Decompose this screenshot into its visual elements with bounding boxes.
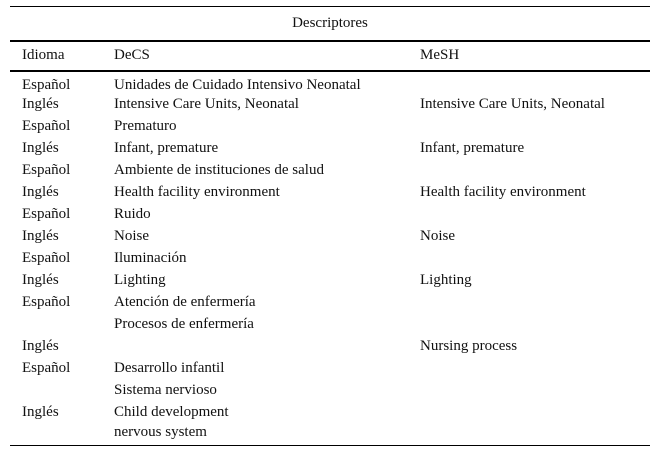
table-row: Inglés Child development: [10, 402, 650, 424]
table-row: Inglés Nursing process: [10, 336, 650, 358]
cell-mesh: Intensive Care Units, Neonatal: [420, 96, 605, 112]
cell-decs: Ambiente de instituciones de salud: [114, 162, 324, 178]
table-row: Inglés Lighting Lighting: [10, 270, 650, 292]
column-header-decs: DeCS: [114, 40, 420, 72]
table-row: Español Unidades de Cuidado Intensivo Neo…: [10, 71, 650, 94]
cell-decs: nervous system: [114, 423, 207, 440]
cell-mesh: [420, 116, 650, 138]
cell-mesh: [420, 160, 650, 182]
cell-decs: Atención de enfermería: [114, 294, 256, 310]
cell-decs: Sistema nervioso: [114, 382, 217, 398]
descriptors-table-container: Descriptores Idioma DeCS MeSH Español Uni…: [10, 6, 651, 446]
cell-idioma: Español: [22, 206, 71, 222]
cell-mesh: [420, 71, 650, 94]
table-body: Español Unidades de Cuidado Intensivo Neo…: [10, 71, 650, 446]
cell-decs: Prematuro: [114, 118, 177, 134]
cell-mesh: [420, 380, 650, 402]
cell-idioma: [10, 424, 114, 446]
table-row: Inglés Noise Noise: [10, 226, 650, 248]
cell-idioma: Inglés: [22, 140, 59, 156]
cell-idioma: Español: [22, 162, 71, 178]
cell-decs: Ruido: [114, 206, 151, 222]
table-row: Procesos de enfermería: [10, 314, 650, 336]
cell-decs: Child development: [114, 404, 229, 420]
cell-idioma: Español: [22, 294, 71, 310]
cell-idioma: Español: [22, 76, 71, 93]
cell-mesh: [420, 402, 650, 424]
cell-mesh: Infant, premature: [420, 140, 525, 156]
cell-mesh: Noise: [420, 228, 455, 244]
cell-decs: Unidades de Cuidado Intensivo Neonatal: [114, 76, 361, 93]
cell-idioma: [10, 380, 114, 402]
table-row: Español Ruido: [10, 204, 650, 226]
cell-idioma: Español: [22, 118, 71, 134]
cell-idioma: Español: [22, 250, 71, 266]
cell-idioma: Inglés: [22, 184, 59, 200]
cell-idioma: Inglés: [22, 96, 59, 112]
table-row: Inglés Health facility environment Health …: [10, 182, 650, 204]
cell-mesh: [420, 358, 650, 380]
table-row: Español Iluminación: [10, 248, 650, 270]
cell-mesh: [420, 204, 650, 226]
cell-idioma: Inglés: [22, 338, 59, 354]
cell-decs: Desarrollo infantil: [114, 360, 225, 376]
table-row: Español Atención de enfermería: [10, 292, 650, 314]
cell-mesh: Health facility environment: [420, 184, 586, 200]
cell-mesh: [420, 248, 650, 270]
cell-decs: Infant, premature: [114, 140, 219, 156]
cell-idioma: [10, 314, 114, 336]
table-row: Español Prematuro: [10, 116, 650, 138]
column-header-row: Idioma DeCS MeSH: [10, 40, 651, 72]
column-header-mesh: MeSH: [420, 40, 651, 72]
cell-decs: [114, 336, 420, 358]
cell-decs: Intensive Care Units, Neonatal: [114, 96, 299, 112]
cell-mesh: Lighting: [420, 272, 472, 288]
descriptors-table: Descriptores Idioma DeCS MeSH Español Uni…: [10, 6, 651, 446]
cell-mesh: [420, 424, 650, 446]
cell-decs: Iluminación: [114, 250, 187, 266]
table-row: Inglés Intensive Care Units, Neonatal Inte…: [10, 94, 650, 116]
table-row: Español Ambiente de instituciones de salu…: [10, 160, 650, 182]
table-caption-row: Descriptores: [10, 6, 651, 42]
cell-decs: Procesos de enfermería: [114, 316, 254, 332]
cell-decs: Lighting: [114, 272, 166, 288]
table-row: nervous system: [10, 424, 650, 446]
cell-mesh: Nursing process: [420, 338, 518, 354]
cell-idioma: Inglés: [22, 404, 59, 420]
cell-decs: Health facility environment: [114, 184, 280, 200]
cell-mesh: [420, 314, 650, 336]
cell-decs: Noise: [114, 228, 149, 244]
column-header-idioma: Idioma: [10, 40, 114, 72]
table-row: Inglés Infant, premature Infant, premature: [10, 138, 650, 160]
table-row: Español Desarrollo infantil: [10, 358, 650, 380]
table-row: Sistema nervioso: [10, 380, 650, 402]
cell-idioma: Inglés: [22, 272, 59, 288]
cell-idioma: Inglés: [22, 228, 59, 244]
table-caption: Descriptores: [10, 6, 651, 42]
cell-idioma: Español: [22, 360, 71, 376]
cell-mesh: [420, 292, 650, 314]
